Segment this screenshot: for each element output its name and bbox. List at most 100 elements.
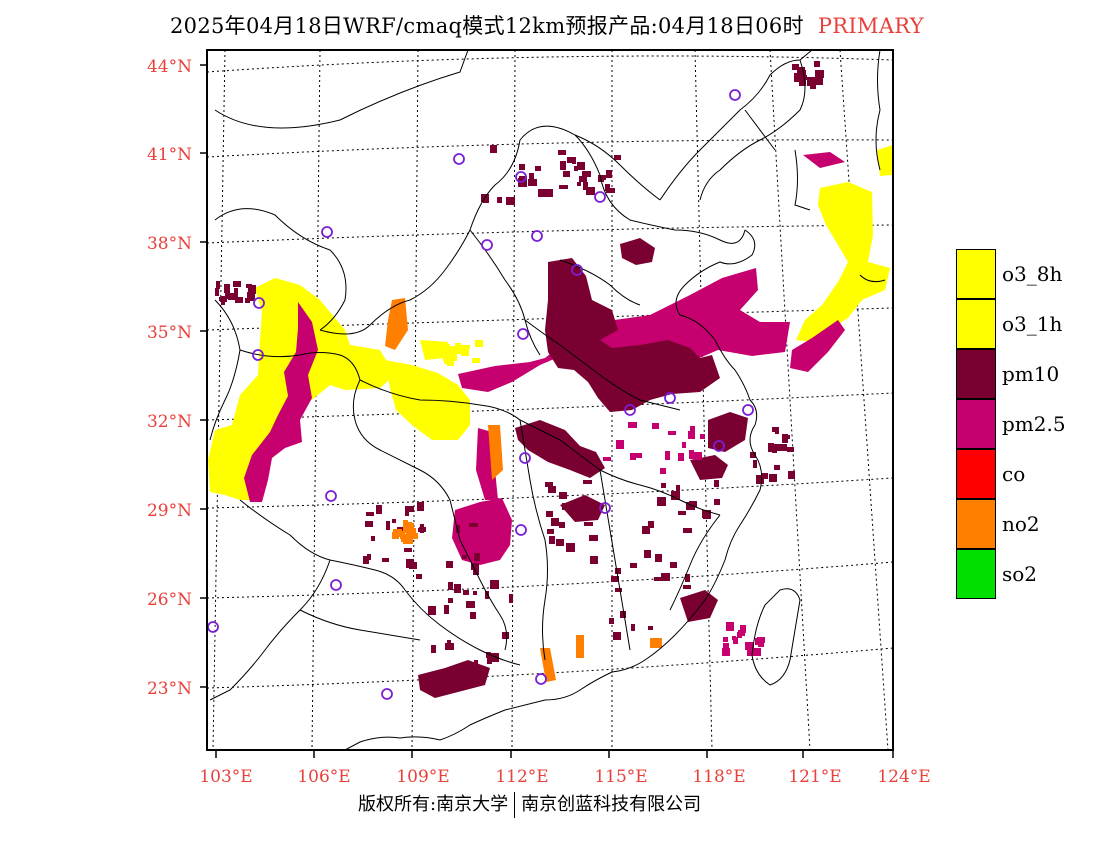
station-marker xyxy=(729,89,741,101)
pm10-region-jiangsu xyxy=(708,412,748,452)
pollutant-cell xyxy=(551,518,559,526)
pollutant-cell xyxy=(483,194,489,203)
legend-swatch xyxy=(956,449,996,499)
legend-label: co xyxy=(1002,462,1026,486)
pollutant-cell xyxy=(469,523,478,527)
pollutant-cell xyxy=(248,285,256,294)
pollutant-cell xyxy=(481,194,485,202)
pollutant-cell xyxy=(688,431,695,439)
pollutant-cell xyxy=(446,561,453,568)
pollutant-cell xyxy=(616,440,624,449)
pollutant-cell xyxy=(562,503,571,510)
pollutant-cell xyxy=(466,601,475,608)
pollutant-cell xyxy=(642,526,650,534)
pollutant-cell xyxy=(376,505,382,514)
lat-label: 35°N xyxy=(147,323,192,343)
pollutant-cell xyxy=(780,444,787,451)
pollutant-cell xyxy=(431,645,436,653)
longitude-labels: 103°E 106°E 109°E 112°E 115°E 118°E 121°… xyxy=(199,767,930,787)
pollutant-cell xyxy=(787,447,794,452)
pollutant-cell xyxy=(648,626,653,630)
pollutant-cell xyxy=(794,73,801,82)
station-marker xyxy=(531,230,543,242)
pollutant-cell xyxy=(519,176,527,181)
pollutant-cell xyxy=(615,588,622,592)
pollutant-cell xyxy=(363,556,369,564)
monitoring-stations xyxy=(207,89,754,700)
no2-region-guangdong-2 xyxy=(576,635,584,658)
pollutant-cell xyxy=(247,292,255,301)
pollutant-cell xyxy=(598,175,606,180)
pm25-region-ne xyxy=(803,152,845,168)
pollutant-cell xyxy=(668,431,676,435)
pollutant-cell xyxy=(745,642,754,650)
pollutant-cell xyxy=(698,614,702,618)
pollutant-cell xyxy=(551,486,556,493)
pm10-region-jiangxi xyxy=(560,495,605,522)
pollutant-cell xyxy=(235,297,243,303)
lat-label: 29°N xyxy=(147,501,192,521)
pollutant-cell xyxy=(417,502,424,511)
o3-region-ne-coast xyxy=(877,145,893,176)
pollutant-cell xyxy=(444,358,448,364)
pollutant-cell xyxy=(609,618,614,624)
pollutant-cell xyxy=(582,171,591,177)
pollutant-cell xyxy=(654,577,663,581)
pollutant-cell xyxy=(614,155,621,160)
pollutant-cell xyxy=(816,72,821,76)
pollutant-cell xyxy=(566,543,575,552)
footer-separator xyxy=(514,792,516,818)
station-marker xyxy=(381,688,393,700)
pollutant-cell xyxy=(410,533,418,539)
pollutant-cell xyxy=(472,358,480,363)
pollutant-cell xyxy=(722,648,730,656)
pollutant-cell xyxy=(246,284,252,288)
pollutant-cell xyxy=(814,61,820,67)
pollutant-cell xyxy=(630,563,637,568)
pm25-region-ne-coast xyxy=(790,320,845,372)
legend-swatch xyxy=(956,249,996,299)
pollutant-cell xyxy=(577,182,581,186)
pollutant-cell xyxy=(671,491,680,500)
pollutant-cell xyxy=(366,512,374,516)
pollutant-cell xyxy=(529,173,534,179)
pollutant-cell xyxy=(772,427,777,432)
pollutant-cell xyxy=(723,637,728,642)
latitude-labels: 44°N 41°N 38°N 35°N 32°N 29°N 26°N 23°N xyxy=(147,57,192,699)
pollutant-cell xyxy=(689,501,697,507)
station-marker xyxy=(515,171,527,183)
pollutant-cell xyxy=(406,559,414,568)
pollutant-cell xyxy=(405,506,414,512)
station-marker xyxy=(453,153,465,165)
pollutant-cell xyxy=(696,605,705,611)
pollutant-cell xyxy=(418,528,426,532)
pollutant-cell xyxy=(690,426,695,434)
pollutant-cell xyxy=(470,612,476,619)
pollutant-cell xyxy=(583,182,588,190)
pollutant-cell xyxy=(655,554,662,562)
pollutant-cell xyxy=(452,352,457,361)
pollutant-cell xyxy=(661,573,670,581)
pollutant-cell xyxy=(635,453,642,458)
pollutant-cell xyxy=(547,529,554,534)
station-marker xyxy=(252,349,264,361)
pollutant-cell xyxy=(782,435,790,439)
legend-label: so2 xyxy=(1002,562,1038,586)
lat-label: 26°N xyxy=(147,590,192,610)
lat-label: 41°N xyxy=(147,145,192,165)
pollutant-cell xyxy=(448,598,453,603)
o3-region-northeast xyxy=(796,182,890,342)
pollutant-cell xyxy=(463,590,469,595)
pollutant-cell xyxy=(676,485,680,492)
pollutant-cell xyxy=(560,161,566,170)
legend-label: pm2.5 xyxy=(1002,412,1066,436)
no2-region-henan-west xyxy=(385,298,408,350)
station-marker xyxy=(207,621,219,633)
pollutant-cell xyxy=(234,288,238,297)
lon-label: 121°E xyxy=(788,767,841,787)
pollutant-cell xyxy=(400,534,407,539)
pollutant-cell xyxy=(447,357,454,366)
pollutant-cell xyxy=(611,576,619,582)
station-marker xyxy=(481,239,493,251)
pollutant-cell xyxy=(224,284,230,293)
